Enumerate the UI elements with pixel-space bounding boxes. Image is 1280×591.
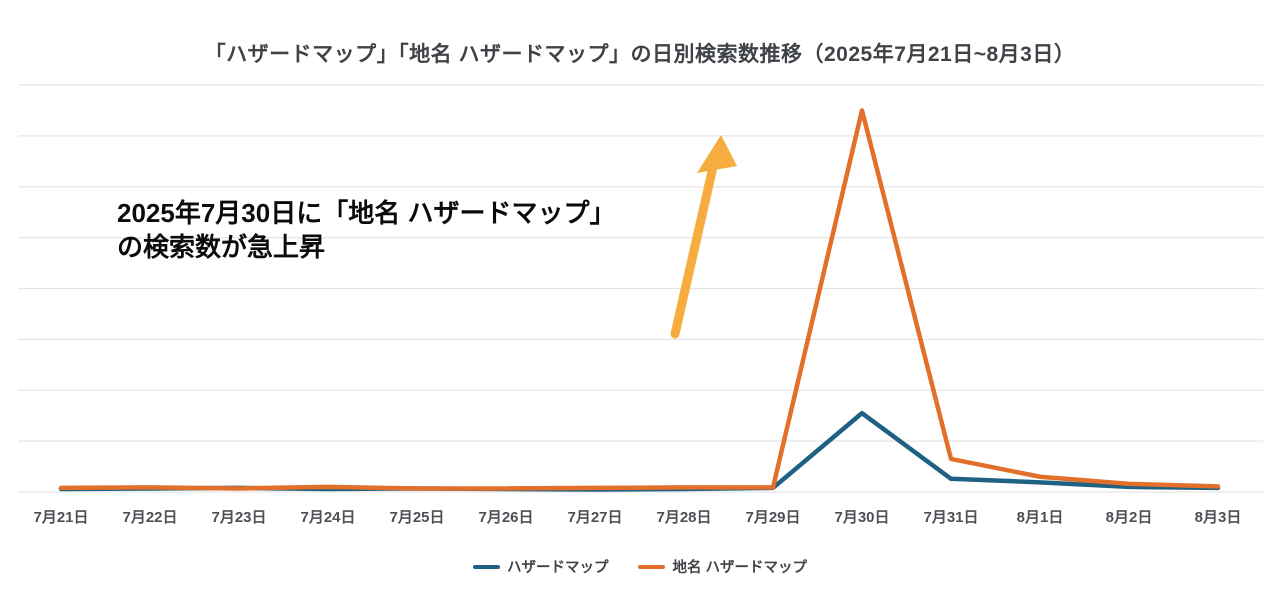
legend-label: ハザードマップ [506,560,609,576]
x-axis-label: 7月25日 [389,509,445,526]
up-arrow-icon [670,135,737,339]
x-axis-label: 8月3日 [1194,509,1242,526]
x-axis-label: 7月29日 [745,509,801,526]
x-axis-label: 8月2日 [1105,509,1153,526]
x-axis-label: 7月28日 [656,509,712,526]
gridlines [18,84,1263,493]
series-lines [58,108,1221,492]
up-arrow-shaft [670,162,718,339]
legend-item-1: 地名 ハザードマップ [638,556,807,577]
x-axis: 7月21日 7月22日 7月23日 7月24日 7月25日 7月26日 7月27日 7月28日… [0,506,1280,528]
x-axis-label: 7月31日 [923,509,979,526]
legend-item-0: ハザードマップ [472,556,609,577]
legend-swatch-icon [472,564,500,569]
x-axis-label: 7月24日 [300,509,356,526]
x-axis-label: 8月1日 [1016,509,1064,526]
chart-legend: ハザードマップ 地名 ハザードマップ [0,556,1280,577]
x-axis-label: 7月22日 [122,509,178,526]
legend-swatch-icon [638,564,666,569]
x-axis-label: 7月30日 [834,509,890,526]
x-axis-label: 7月23日 [211,509,267,526]
x-axis-label: 7月27日 [567,509,623,526]
x-axis-label: 7月21日 [33,509,89,526]
chart-title: 「ハザードマップ」「地名 ハザードマップ」の日別検索数推移（2025年7月21日… [204,43,1076,66]
x-axis-label: 7月26日 [478,509,534,526]
up-arrow-head [697,135,737,173]
annotation-callout: 2025年7月30日に「地名 ハザードマップ」 の検索数が急上昇 [117,196,615,264]
annotation-line-1: 2025年7月30日に「地名 ハザードマップ」 [117,198,616,228]
series-line-1 [58,108,1221,491]
legend-label: 地名 ハザードマップ [672,560,808,576]
annotation-line-2: の検索数が急上昇 [117,232,326,262]
